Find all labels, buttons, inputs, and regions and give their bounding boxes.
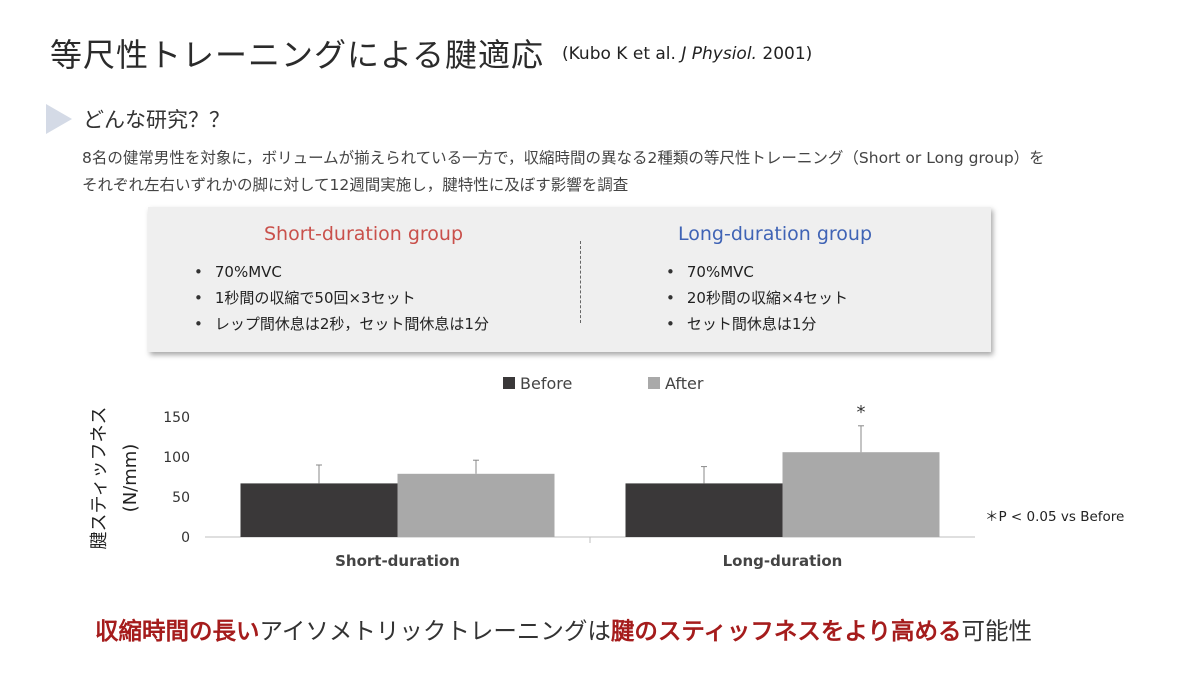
bar-after xyxy=(397,473,555,537)
bar-before xyxy=(240,483,398,537)
y-axis-unit: (N/mm) xyxy=(120,444,141,513)
citation-prefix: (Kubo K et al. xyxy=(562,44,682,64)
short-group-item: レップ間休息は2秒，セット間休息は1分 xyxy=(194,311,489,337)
citation-suffix: 2001) xyxy=(756,44,813,64)
legend-label-after: After xyxy=(665,374,704,393)
section-heading: どんな研究？？ xyxy=(83,108,230,132)
conclusion-text-2: 可能性 xyxy=(961,617,1032,645)
bar-after xyxy=(782,452,940,537)
legend-swatch-before xyxy=(503,377,515,389)
section-arrow-icon xyxy=(46,104,72,134)
short-group-list: 70%MVC 1秒間の収縮で50回×3セット レップ間休息は2秒，セット間休息は… xyxy=(194,259,489,337)
x-tick-label: Short-duration xyxy=(335,552,460,570)
significance-note: ＊P < 0.05 vs Before xyxy=(985,509,1124,525)
conclusion-highlight-1: 収縮時間の長い xyxy=(95,617,260,645)
y-tick-label: 100 xyxy=(163,450,190,466)
legend-swatch-after xyxy=(648,377,660,389)
protocol-box: Short-duration group 70%MVC 1秒間の収縮で50回×3… xyxy=(148,207,991,352)
conclusion-highlight-2: 腱のスティッフネスをより高める xyxy=(610,617,962,645)
conclusion: 収縮時間の長いアイソメトリックトレーニングは腱のスティッフネスをより高める可能性 xyxy=(95,612,1032,646)
long-group-item: 20秒間の収縮×4セット xyxy=(666,285,848,311)
stiffness-bar-chart: 0 50 100 150 Short-duration Long-duration * Bef… xyxy=(89,374,1124,570)
x-tick-label: Long-duration xyxy=(723,552,843,570)
long-group-item: セット間休息は1分 xyxy=(666,311,848,337)
long-group-title: Long-duration group xyxy=(678,223,873,245)
short-group-title: Short-duration group xyxy=(264,223,464,245)
y-tick-label: 0 xyxy=(181,530,190,546)
short-group-item: 1秒間の収縮で50回×3セット xyxy=(194,285,489,311)
y-axis-label: 腱スティッフネス xyxy=(89,407,110,550)
legend-label-before: Before xyxy=(520,374,572,393)
page-title: 等尺性トレーニングによる腱適応 xyxy=(50,36,545,74)
conclusion-text-1: アイソメトリックトレーニングは xyxy=(259,617,611,645)
long-group-list: 70%MVC 20秒間の収縮×4セット セット間休息は1分 xyxy=(666,259,848,337)
significance-marker: * xyxy=(857,402,866,423)
group-divider xyxy=(580,241,581,323)
long-group-item: 70%MVC xyxy=(666,259,848,285)
short-group-item: 70%MVC xyxy=(194,259,489,285)
citation-journal: J Physiol. xyxy=(681,44,757,64)
study-description-line2: それぞれ左右いずれかの脚に対して12週間実施し，腱特性に及ぼす影響を調査 xyxy=(82,176,629,194)
study-description-line1: 8名の健常男性を対象に，ボリュームが揃えられている一方で，収縮時間の異なる2種類… xyxy=(82,149,1045,167)
citation: (Kubo K et al. J Physiol. 2001) xyxy=(562,44,812,64)
bar-before xyxy=(625,483,783,537)
y-tick-label: 50 xyxy=(172,490,190,506)
y-tick-label: 150 xyxy=(163,410,190,426)
